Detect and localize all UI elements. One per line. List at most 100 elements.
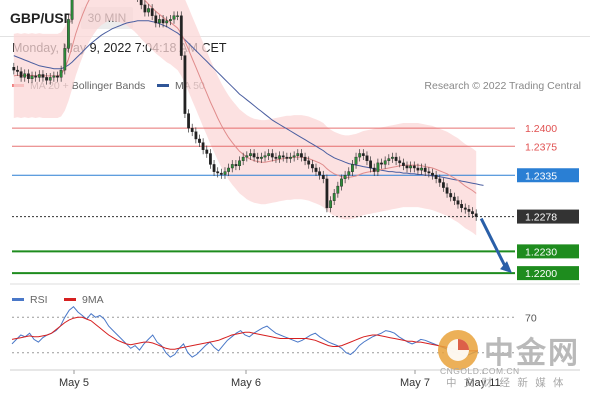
candle-body [70,0,74,20]
candle-body [438,178,442,183]
watermark-url: CNGOLD.COM.CN [440,366,520,376]
candle-body [380,162,383,165]
candle-body [358,153,362,158]
candle-body [329,200,332,209]
legend-9ma: 9MA [64,294,104,306]
candle-body [398,160,402,164]
candle-body [56,75,59,78]
candle-body [325,178,329,209]
rsi-series-line-0 [11,305,479,358]
candle-body [201,142,205,151]
candle-body [332,193,336,201]
watermark-sub: 中 文 财 经 新 媒 体 [446,377,566,389]
candle-body [45,77,49,81]
legend-9ma-label: 9MA [82,294,104,306]
level-tag-5 [517,266,579,281]
candle-body [245,155,249,158]
candle-body [391,156,394,159]
candle-body [23,73,27,78]
candle-body [474,213,478,217]
candle-body [434,174,438,179]
candle-body [369,160,372,169]
candle-body [227,167,230,172]
rsi-series-line-1 [11,316,478,352]
level-label-1: 1.2375 [525,141,557,153]
candle-body [41,74,45,78]
candle-body [143,4,147,13]
candle-body [427,171,431,174]
x-tick-label: May 11 [465,377,500,389]
level-tag-3 [517,209,579,224]
candle-body [190,127,194,132]
level-tag-4 [517,244,579,259]
candle-body [66,19,70,49]
candle-body [179,15,183,56]
candle-body [423,167,427,172]
candle-body [270,153,274,158]
candle-body [303,156,307,161]
candle-body [416,167,420,171]
cngold-logo-icon [438,330,478,370]
forecast-arrow [479,217,507,267]
legend-rsi: RSI [12,294,48,306]
candle-body [300,153,303,158]
candle-body [165,20,169,24]
candle-body [274,156,278,159]
candle-body [318,171,321,176]
candle-body [52,75,56,78]
candle-body [456,200,460,205]
candle-body [267,153,271,156]
rsi-swatch-icon [12,297,24,301]
candle-body [387,158,391,162]
candle-body [263,155,267,158]
candle-body [311,164,314,169]
candle-body [249,153,252,156]
candle-body [157,19,161,24]
candle-body [442,182,445,188]
candle-body [139,0,143,6]
candle-body [471,211,474,214]
candle-body [30,75,34,80]
candle-body [187,113,190,129]
candle-body [63,48,67,71]
candle-body [420,167,423,171]
candle-body [336,185,340,194]
candle-body [351,164,354,172]
candle-body [208,153,212,165]
candle-body [412,165,416,169]
candle-body [285,156,289,159]
watermark-cn-text: 中金网 [484,336,580,371]
cngold-watermark: 中金网 CNGOLD.COM.CN 中 文 财 经 新 媒 体 [436,326,586,389]
candle-body [467,209,471,212]
candle-body [307,160,311,165]
candle-body [361,153,365,156]
level-label-4: 1.2230 [525,246,557,258]
level-label-0: 1.2400 [525,123,557,135]
forecast-arrowhead-icon [500,261,512,274]
candle-body [409,165,412,169]
x-tick-label: May 7 [400,377,430,389]
candle-body [161,19,165,24]
candle-body [223,171,227,175]
candle-body [340,178,343,187]
level-label-3: 1.2278 [525,212,557,224]
candle-body [27,73,30,79]
candle-body [198,138,201,143]
candle-body [154,15,158,24]
candle-body [394,156,398,161]
candle-body [405,165,409,169]
candle-body [354,156,358,165]
candle-body [194,131,198,140]
candle-body [172,15,176,20]
candle-body [256,156,260,159]
candle-body [150,8,154,16]
candle-body [460,203,463,208]
candle-body [289,156,292,159]
ma50-line [13,20,484,186]
candle-body [234,164,238,167]
candle-body [12,66,16,71]
rsi-tick-label: 70 [525,312,537,324]
9ma-swatch-icon [64,297,76,301]
legend-rsi-label: RSI [30,294,48,306]
